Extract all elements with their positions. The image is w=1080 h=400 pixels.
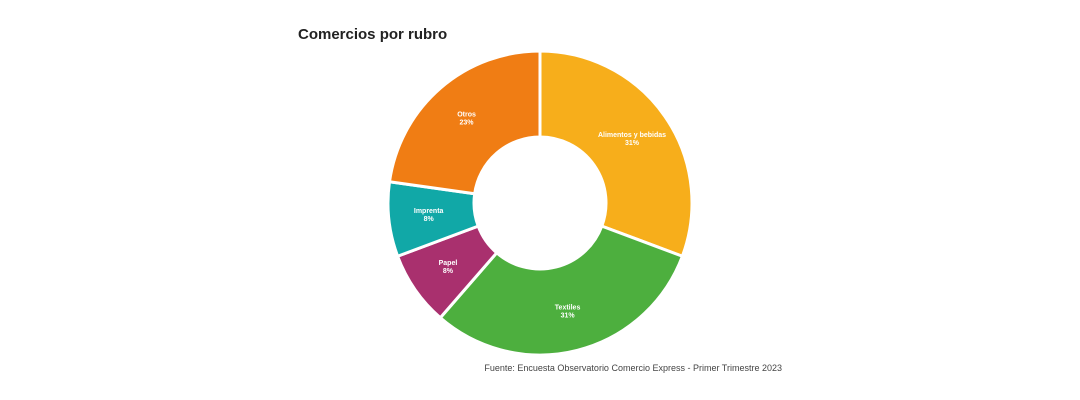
slice-label-papel: Papel 8% bbox=[439, 260, 458, 275]
slice-label-imprenta: Imprenta 8% bbox=[414, 208, 444, 223]
slice-label-textiles: Textiles 31% bbox=[555, 305, 581, 320]
slice-label-name: Alimentos y bebidas bbox=[598, 132, 666, 139]
slice-otros[interactable] bbox=[387, 49, 542, 196]
chart-source-note: Fuente: Encuesta Observatorio Comercio E… bbox=[484, 363, 782, 373]
slice-label-otros: Otros 23% bbox=[457, 111, 476, 126]
slice-label-percent: 23% bbox=[460, 119, 475, 126]
slice-label-alimentos-y-bebidas: Alimentos y bebidas 31% bbox=[598, 132, 666, 147]
slice-label-name: Otros bbox=[457, 111, 476, 118]
slice-label-percent: 31% bbox=[625, 140, 640, 147]
slice-label-name: Imprenta bbox=[414, 208, 444, 215]
chart-title: Comercios por rubro bbox=[298, 26, 448, 43]
slice-label-name: Textiles bbox=[555, 305, 581, 312]
slice-label-percent: 8% bbox=[424, 216, 435, 223]
slice-label-percent: 8% bbox=[443, 268, 454, 275]
slice-label-percent: 31% bbox=[561, 313, 576, 320]
slice-label-name: Papel bbox=[439, 260, 458, 267]
slice-textiles[interactable] bbox=[438, 224, 684, 357]
slice-alimentos-y-bebidas[interactable] bbox=[538, 49, 694, 258]
